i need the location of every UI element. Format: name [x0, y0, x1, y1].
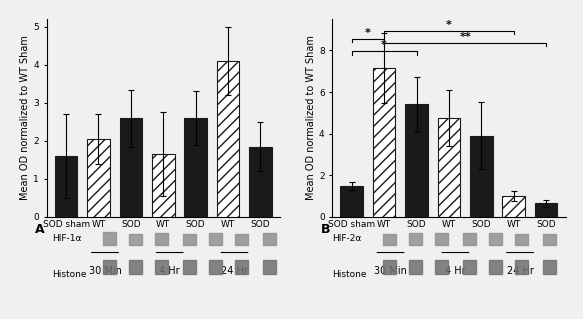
- Bar: [373, 68, 395, 217]
- Text: A: A: [35, 223, 45, 236]
- Y-axis label: Mean OD normalized to WT Sham: Mean OD normalized to WT Sham: [306, 36, 316, 200]
- Bar: [463, 233, 476, 246]
- Text: *: *: [381, 41, 387, 50]
- Text: 24 Hr: 24 Hr: [507, 266, 533, 276]
- Bar: [129, 260, 142, 274]
- Bar: [543, 260, 556, 274]
- Bar: [463, 260, 476, 274]
- Text: 30 Min: 30 Min: [374, 266, 407, 276]
- Bar: [184, 118, 207, 217]
- Text: 4 Hr: 4 Hr: [445, 266, 466, 276]
- Bar: [103, 232, 116, 246]
- Bar: [382, 260, 396, 274]
- Bar: [217, 61, 240, 217]
- Bar: [382, 234, 396, 246]
- Bar: [87, 139, 110, 217]
- Bar: [209, 233, 222, 246]
- Bar: [515, 260, 528, 274]
- Bar: [103, 260, 116, 274]
- Text: HIF-1α: HIF-1α: [52, 234, 82, 243]
- Bar: [152, 154, 174, 217]
- Bar: [470, 136, 493, 217]
- Text: Histone: Histone: [332, 270, 367, 278]
- Text: HIF-2α: HIF-2α: [332, 234, 361, 243]
- Bar: [129, 234, 142, 246]
- Text: *: *: [446, 19, 452, 30]
- Bar: [155, 260, 168, 274]
- Text: 4 Hr: 4 Hr: [159, 266, 180, 276]
- Bar: [183, 260, 196, 274]
- Bar: [235, 234, 248, 246]
- Bar: [409, 260, 422, 274]
- Bar: [249, 146, 272, 217]
- Bar: [435, 233, 448, 246]
- Bar: [155, 233, 168, 246]
- Bar: [489, 260, 502, 274]
- Text: **: **: [459, 32, 471, 42]
- Text: B: B: [321, 223, 330, 236]
- Bar: [55, 156, 78, 217]
- Bar: [409, 233, 422, 246]
- Bar: [438, 118, 460, 217]
- Bar: [515, 234, 528, 246]
- Bar: [405, 105, 428, 217]
- Bar: [543, 234, 556, 246]
- Bar: [183, 234, 196, 246]
- Bar: [535, 204, 557, 217]
- Bar: [503, 196, 525, 217]
- Text: 24 Hr: 24 Hr: [221, 266, 248, 276]
- Bar: [120, 118, 142, 217]
- Bar: [235, 260, 248, 274]
- Text: Histone: Histone: [52, 270, 87, 278]
- Bar: [340, 186, 363, 217]
- Bar: [489, 233, 502, 246]
- Text: *: *: [365, 28, 371, 38]
- Text: 30 Min: 30 Min: [89, 266, 121, 276]
- Bar: [435, 260, 448, 274]
- Y-axis label: Mean OD normalized to WT Sham: Mean OD normalized to WT Sham: [20, 36, 30, 200]
- Bar: [263, 260, 276, 274]
- Bar: [209, 260, 222, 274]
- Bar: [263, 233, 276, 246]
